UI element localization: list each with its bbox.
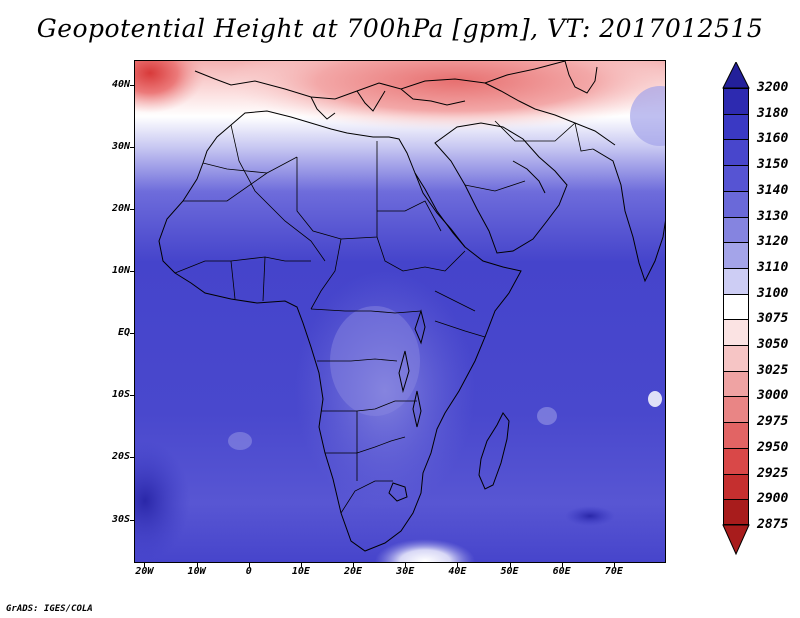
lon-label: 0 xyxy=(245,566,252,577)
colorbar-label: 3120 xyxy=(757,234,789,250)
southeast-dark-patch xyxy=(565,506,615,526)
map-title: Geopotential Height at 700hPa [gpm], VT:… xyxy=(36,14,764,43)
colorbar-segment xyxy=(723,447,749,474)
southern-white-patch xyxy=(375,539,475,562)
colorbar-label: 3200 xyxy=(757,80,789,95)
country-borders xyxy=(174,120,594,514)
colorbar-segment xyxy=(723,396,749,423)
colorbar-segment xyxy=(723,267,749,294)
lat-tick xyxy=(130,271,134,272)
lon-tick xyxy=(353,563,354,567)
lon-tick xyxy=(197,563,198,567)
colorbar-label: 3140 xyxy=(757,182,789,198)
lat-label: 30N xyxy=(111,140,130,152)
lon-tick xyxy=(249,563,250,567)
lon-tick xyxy=(614,563,615,567)
colorbar-label: 3110 xyxy=(757,259,789,275)
lon-tick xyxy=(301,563,302,567)
colorbar-label: 2925 xyxy=(757,465,789,481)
colorbar-bottom-arrow xyxy=(722,524,750,556)
lat-label: EQ xyxy=(117,327,130,339)
lon-tick xyxy=(510,563,511,567)
colorbar-segment xyxy=(723,165,749,191)
lat-label: 20S xyxy=(111,451,130,463)
southwest-dark-patch xyxy=(135,441,190,561)
max-height-region xyxy=(135,61,205,113)
lat-tick xyxy=(130,147,134,148)
colorbar-segment xyxy=(723,242,749,268)
lon-label: 10W xyxy=(187,566,206,577)
lon-label: 30E xyxy=(396,566,415,577)
colorbar-segment xyxy=(723,190,749,217)
lat-tick xyxy=(130,85,134,86)
colorbar-label: 3150 xyxy=(757,157,789,173)
colorbar-label: 3025 xyxy=(757,362,789,378)
colorbar-segment xyxy=(723,88,749,114)
colorbar-label: 3075 xyxy=(757,311,789,327)
colorbar-label: 2975 xyxy=(757,414,789,430)
coastlines xyxy=(158,61,665,552)
colorbar-label: 2950 xyxy=(757,439,789,455)
low-height-bulge xyxy=(630,86,665,146)
interior-light-core xyxy=(330,306,420,416)
colorbar-label: 3000 xyxy=(757,388,789,404)
lat-label: 20N xyxy=(111,203,130,215)
colorbar-label: 2900 xyxy=(757,491,789,507)
lon-label: 20E xyxy=(344,566,363,577)
colorbar-segment xyxy=(723,473,749,500)
indian-ocean-spot xyxy=(648,391,662,407)
lon-label: 20W xyxy=(135,566,154,577)
colorbar: 3200 3180 3160 3150 3140 3130 3120 3110 3100 3075… xyxy=(716,62,796,562)
geopotential-map xyxy=(135,61,665,562)
atlantic-light-spot xyxy=(228,432,252,450)
colorbar-segment xyxy=(723,370,749,397)
lat-tick xyxy=(130,395,134,396)
lon-tick xyxy=(405,563,406,567)
colorbar-label: 3130 xyxy=(757,208,789,224)
lon-label: 10E xyxy=(291,566,310,577)
lat-tick xyxy=(130,209,134,210)
lat-tick xyxy=(130,457,134,458)
colorbar-segment xyxy=(723,113,749,140)
lat-label: 10S xyxy=(111,389,130,401)
colorbar-segment xyxy=(723,345,749,371)
map-panel xyxy=(134,60,666,563)
colorbar-segment xyxy=(723,139,749,166)
colorbar-label: 3180 xyxy=(757,105,789,121)
lat-label: 10N xyxy=(111,265,130,277)
lon-label: 50E xyxy=(500,566,519,577)
colorbar-segment xyxy=(723,499,749,525)
colorbar-segment xyxy=(723,293,749,320)
lat-label: 40N xyxy=(111,78,130,90)
colorbar-segment xyxy=(723,319,749,346)
colorbar-top-arrow xyxy=(722,62,750,89)
lat-tick xyxy=(130,333,134,334)
lon-tick xyxy=(144,563,145,567)
colorbar-segment xyxy=(723,422,749,448)
lon-label: 60E xyxy=(552,566,571,577)
lon-label: 70E xyxy=(604,566,623,577)
colorbar-label: 3160 xyxy=(757,131,789,147)
indian-ocean-light-spot xyxy=(537,407,557,425)
lon-label: 40E xyxy=(448,566,467,577)
lon-tick xyxy=(457,563,458,567)
lat-tick xyxy=(130,520,134,521)
lon-tick xyxy=(562,563,563,567)
colorbar-label: 3100 xyxy=(757,285,789,301)
colorbar-label: 3050 xyxy=(757,337,789,353)
colorbar-segment xyxy=(723,216,749,243)
grads-credit: GrADS: IGES/COLA xyxy=(6,604,93,614)
colorbar-label: 2875 xyxy=(757,517,789,532)
lat-label: 30S xyxy=(111,513,130,525)
